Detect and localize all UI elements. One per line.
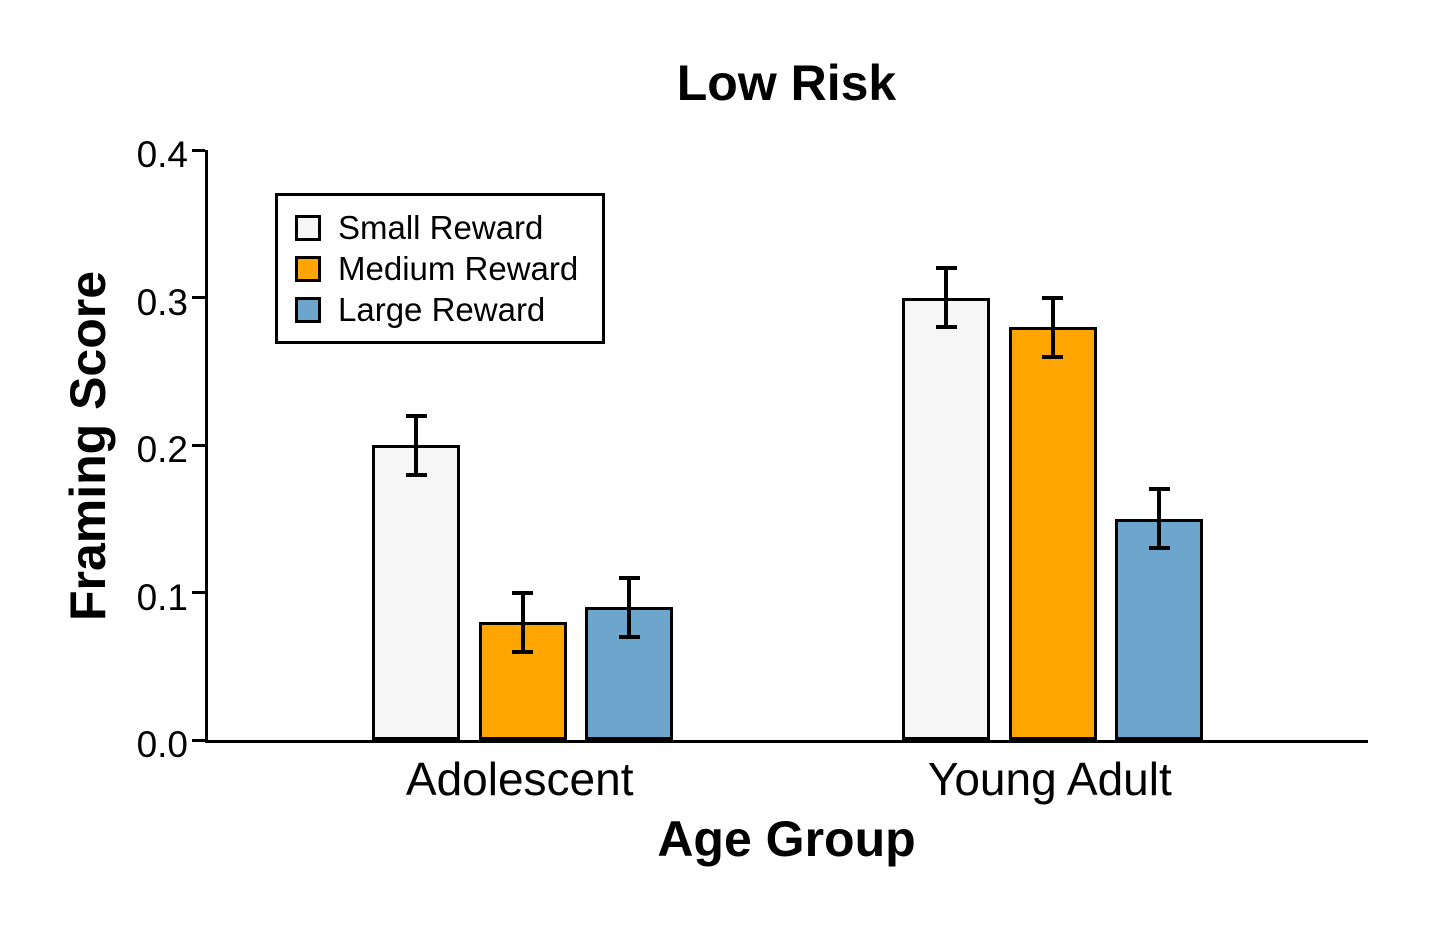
legend-label: Large Reward bbox=[338, 291, 546, 328]
error-bar-cap bbox=[512, 649, 534, 654]
error-bar-line bbox=[944, 268, 949, 327]
y-tick-mark bbox=[192, 296, 205, 299]
y-tick-mark bbox=[192, 443, 205, 447]
legend-label: Medium Reward bbox=[338, 250, 579, 287]
error-bar-cap bbox=[618, 575, 640, 580]
error-bar-line bbox=[414, 415, 419, 475]
error-bar-cap bbox=[512, 590, 534, 595]
error-bar-line bbox=[1050, 297, 1055, 357]
bar-adolescent-small-reward bbox=[372, 445, 461, 740]
bar-young-adult-small-reward bbox=[902, 297, 991, 740]
error-bar-line bbox=[520, 592, 525, 652]
legend-swatch-icon bbox=[295, 296, 321, 323]
error-bar-cap bbox=[405, 472, 427, 477]
y-tick-mark bbox=[192, 591, 205, 594]
x-category-label-adolescent: Adolescent bbox=[405, 753, 634, 805]
y-tick-mark bbox=[192, 148, 205, 152]
y-tick-label: 0.0 bbox=[136, 724, 188, 765]
y-tick-label: 0.2 bbox=[136, 429, 188, 470]
plot-area: Small Reward Medium Reward Large Reward 0.… bbox=[137, 136, 1368, 763]
legend-item-small-reward: Small Reward bbox=[295, 211, 578, 244]
error-bar-cap bbox=[935, 325, 957, 329]
legend-item-medium-reward: Medium Reward bbox=[295, 252, 578, 285]
error-bar-cap bbox=[618, 634, 640, 639]
error-bar-cap bbox=[1042, 354, 1064, 359]
legend: Small Reward Medium Reward Large Reward bbox=[275, 193, 606, 344]
bar-young-adult-large-reward bbox=[1115, 518, 1204, 740]
y-tick-label: 0.1 bbox=[136, 576, 188, 618]
error-bar-cap bbox=[405, 413, 427, 418]
x-axis-label: Age Group bbox=[657, 811, 916, 867]
legend-swatch-icon bbox=[295, 214, 321, 241]
error-bar-cap bbox=[1148, 546, 1170, 551]
y-tick-mark bbox=[192, 738, 205, 742]
legend-label: Small Reward bbox=[338, 209, 544, 246]
y-tick-label: 0.3 bbox=[136, 281, 188, 323]
error-bar-line bbox=[1157, 489, 1162, 549]
chart-title: Low Risk bbox=[676, 55, 897, 111]
error-bar-cap bbox=[935, 266, 957, 270]
error-bar-cap bbox=[1042, 295, 1064, 300]
legend-item-large-reward: Large Reward bbox=[295, 293, 578, 326]
y-tick-label: 0.4 bbox=[136, 134, 188, 175]
bar-young-adult-medium-reward bbox=[1008, 327, 1097, 740]
legend-swatch-icon bbox=[295, 255, 321, 282]
x-category-label-young-adult: Young Adult bbox=[927, 753, 1172, 805]
error-bar-line bbox=[627, 577, 632, 637]
error-bar-cap bbox=[1148, 487, 1170, 492]
